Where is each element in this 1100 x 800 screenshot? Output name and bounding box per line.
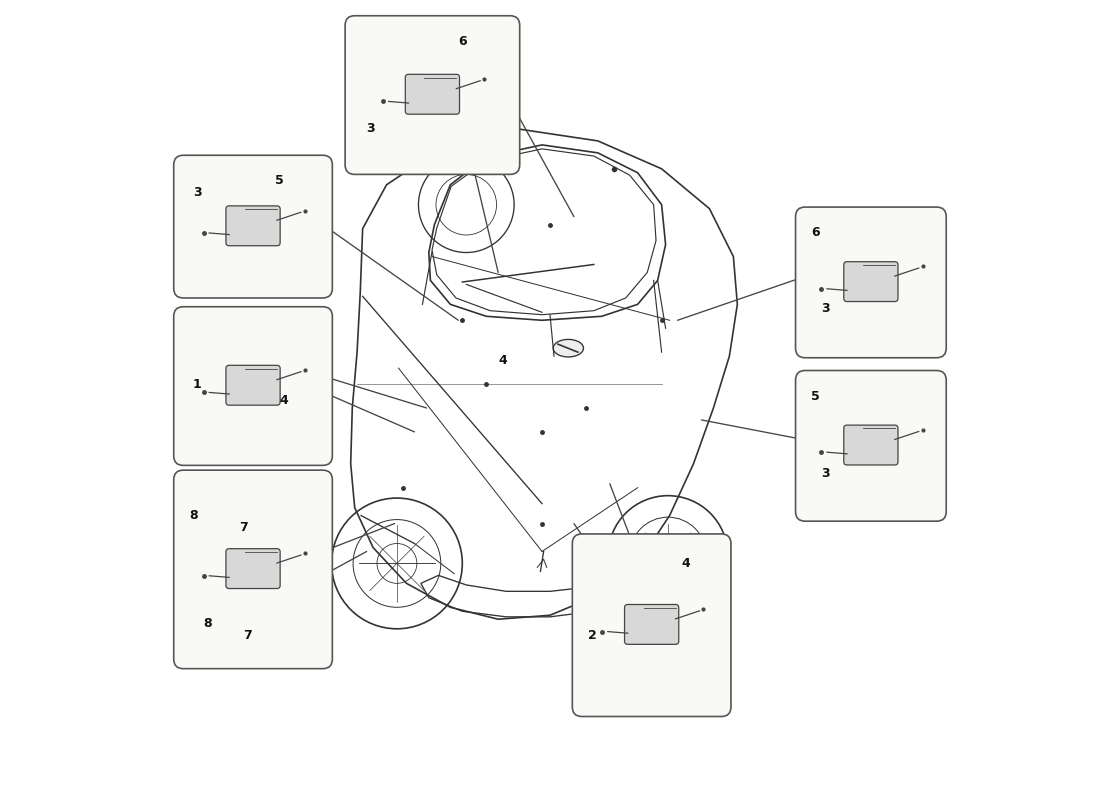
Text: 7: 7 bbox=[243, 629, 252, 642]
Ellipse shape bbox=[553, 339, 583, 357]
Text: 8: 8 bbox=[189, 509, 198, 522]
Text: 4: 4 bbox=[498, 354, 507, 367]
Text: 7: 7 bbox=[239, 521, 248, 534]
FancyBboxPatch shape bbox=[174, 470, 332, 669]
Text: 5: 5 bbox=[275, 174, 284, 187]
FancyBboxPatch shape bbox=[345, 16, 519, 174]
FancyBboxPatch shape bbox=[844, 262, 898, 302]
Text: 3: 3 bbox=[821, 467, 829, 480]
FancyBboxPatch shape bbox=[226, 366, 280, 405]
Text: 2: 2 bbox=[588, 629, 597, 642]
FancyBboxPatch shape bbox=[572, 534, 732, 717]
Text: 8: 8 bbox=[204, 617, 212, 630]
Text: 4: 4 bbox=[279, 394, 288, 406]
FancyBboxPatch shape bbox=[226, 549, 280, 589]
Text: 6: 6 bbox=[459, 34, 466, 48]
Text: 6: 6 bbox=[812, 226, 821, 239]
Text: 5: 5 bbox=[812, 390, 821, 402]
FancyBboxPatch shape bbox=[174, 155, 332, 298]
FancyBboxPatch shape bbox=[844, 425, 898, 465]
FancyBboxPatch shape bbox=[625, 605, 679, 644]
FancyBboxPatch shape bbox=[795, 207, 946, 358]
Text: 3: 3 bbox=[821, 302, 829, 315]
FancyBboxPatch shape bbox=[795, 370, 946, 521]
Text: 1: 1 bbox=[192, 378, 201, 390]
FancyBboxPatch shape bbox=[226, 206, 280, 246]
Text: 3: 3 bbox=[366, 122, 375, 135]
Text: 3: 3 bbox=[192, 186, 201, 199]
Text: 4: 4 bbox=[682, 557, 691, 570]
FancyBboxPatch shape bbox=[405, 74, 460, 114]
FancyBboxPatch shape bbox=[174, 306, 332, 466]
